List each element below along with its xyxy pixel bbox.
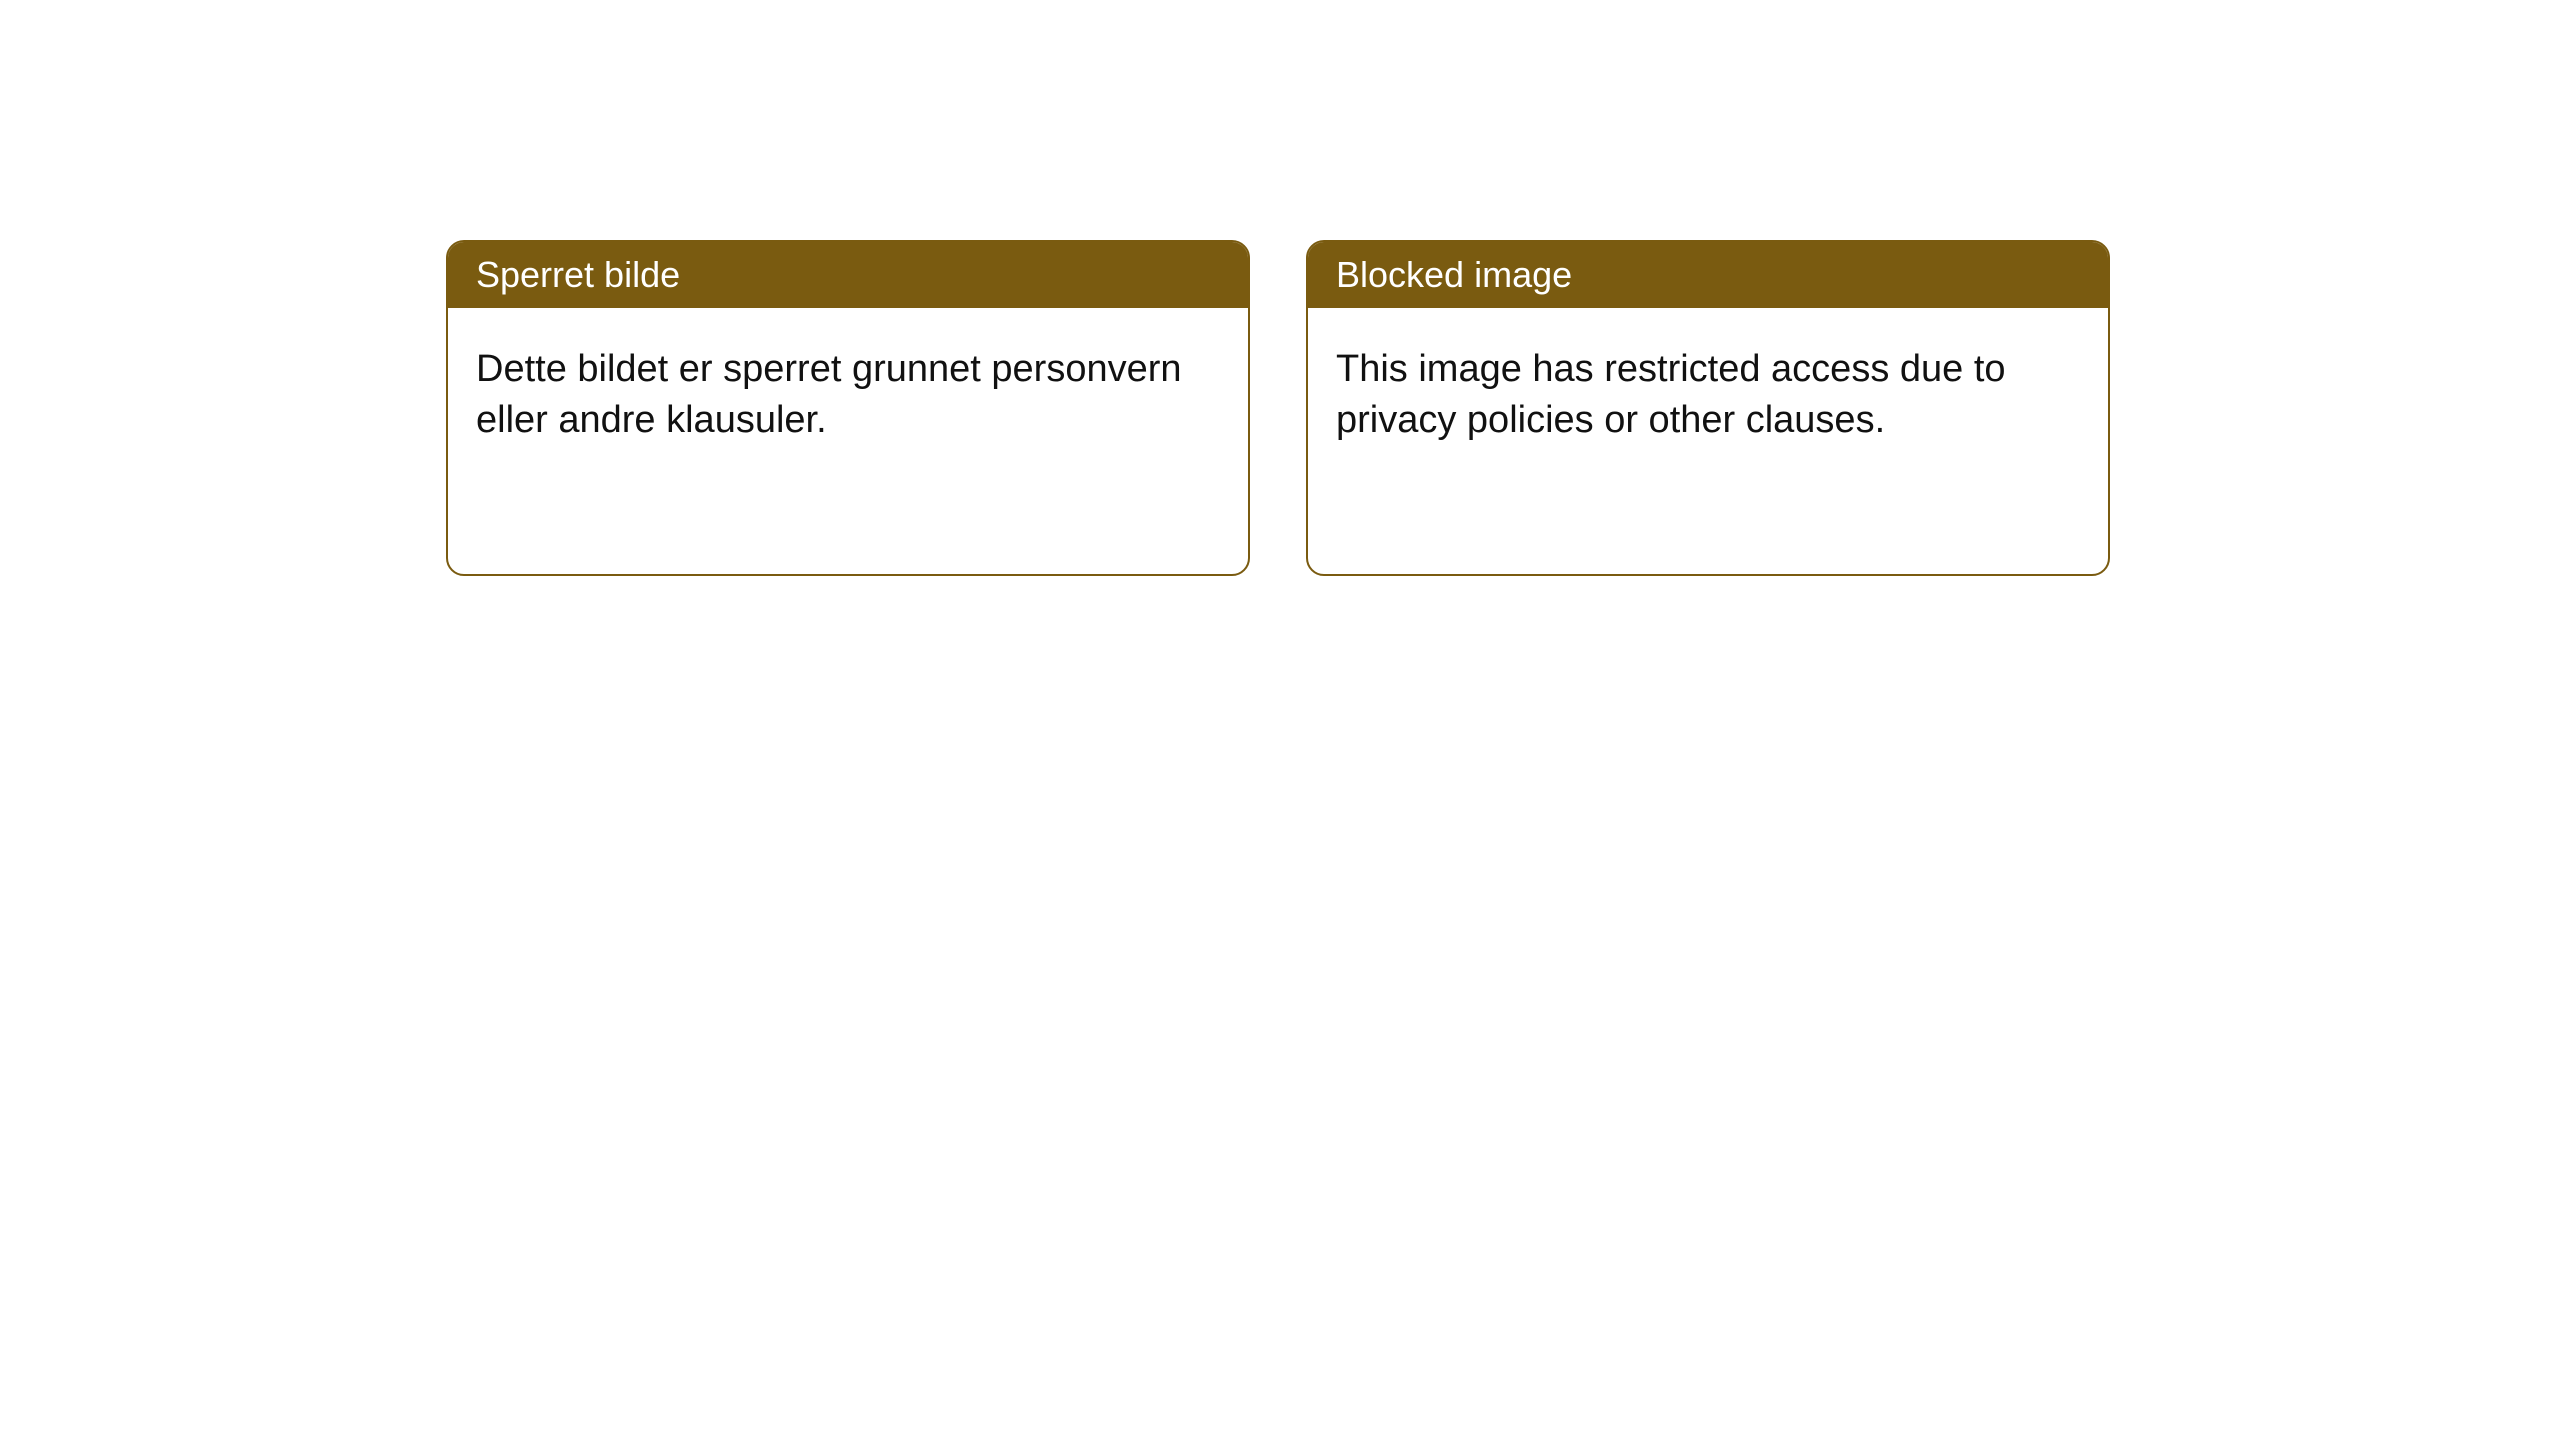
card-body-text: Dette bildet er sperret grunnet personve… (476, 348, 1182, 441)
blocked-image-card-english: Blocked image This image has restricted … (1306, 240, 2110, 576)
card-body: Dette bildet er sperret grunnet personve… (448, 308, 1248, 483)
card-title: Blocked image (1336, 254, 1572, 295)
card-body-text: This image has restricted access due to … (1336, 348, 2006, 441)
card-title: Sperret bilde (476, 254, 680, 295)
card-body: This image has restricted access due to … (1308, 308, 2108, 483)
notice-cards-container: Sperret bilde Dette bildet er sperret gr… (446, 240, 2110, 576)
card-header: Sperret bilde (448, 242, 1248, 308)
card-header: Blocked image (1308, 242, 2108, 308)
blocked-image-card-norwegian: Sperret bilde Dette bildet er sperret gr… (446, 240, 1250, 576)
